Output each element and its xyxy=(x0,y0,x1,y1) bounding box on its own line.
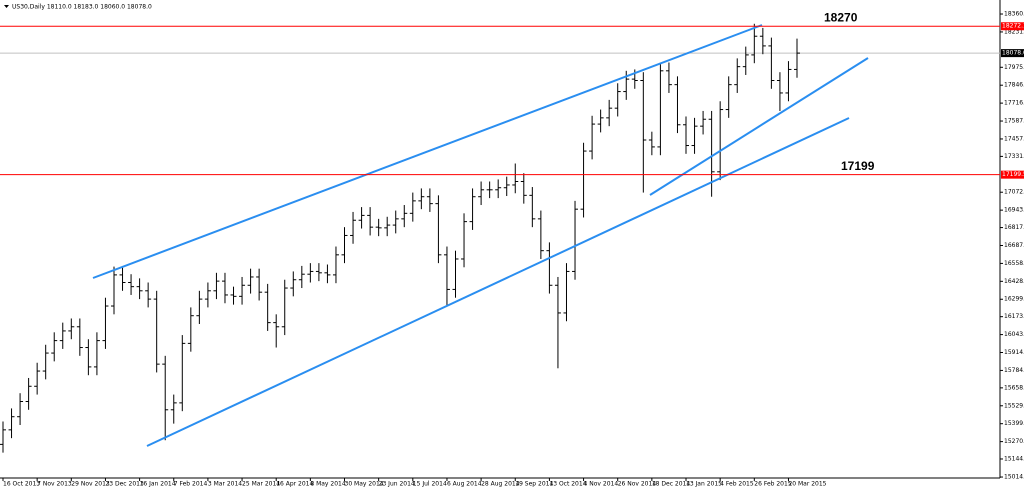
y-tick-label: 15784.5 xyxy=(1004,367,1024,374)
x-tick-label: 4 Nov 2014 xyxy=(584,481,619,488)
bars xyxy=(0,23,800,453)
y-tick-label: 16687.5 xyxy=(1004,242,1024,249)
y-tick-label: 17457.5 xyxy=(1004,135,1024,142)
y-tick-label: 15914.0 xyxy=(1004,349,1024,356)
level-box xyxy=(1001,22,1024,31)
y-tick-label: 15658.5 xyxy=(1004,384,1024,391)
chart-title: US30,Daily 18110.0 18183.0 18060.0 18078… xyxy=(12,4,152,11)
x-tick-label: 13 Jan 2015 xyxy=(686,481,722,488)
x-tick-label: 26 Feb 2015 xyxy=(754,481,792,488)
y-tick-label: 15270.0 xyxy=(1004,438,1024,445)
y-tick-label: 16817.0 xyxy=(1004,224,1024,231)
x-tick-label: 15 Jul 2014 xyxy=(413,481,447,488)
x-tick-label: 4 Feb 2015 xyxy=(720,481,754,488)
level-label: 17199.5 xyxy=(1002,171,1024,178)
trendline xyxy=(649,57,869,196)
y-tick-label: 15399.5 xyxy=(1004,420,1024,427)
x-tick-label: 20 Mar 2015 xyxy=(788,481,826,488)
x-tick-label: 28 Aug 2014 xyxy=(481,481,520,488)
x-tick-label: 23 Jun 2014 xyxy=(379,481,415,488)
x-tick-label: 3 Mar 2014 xyxy=(208,481,242,488)
annotation: 18270 xyxy=(824,10,858,24)
x-tick-label: 30 May 2014 xyxy=(345,481,384,488)
x-tick-label: 25 Mar 2014 xyxy=(242,481,280,488)
y-tick-label: 18360.5 xyxy=(1004,11,1024,18)
x-tick-label: 16 Apr 2014 xyxy=(276,481,313,488)
y-tick-label: 15144.5 xyxy=(1004,455,1024,462)
x-tick-label: 23 Dec 2013 xyxy=(105,481,144,488)
level-box xyxy=(1001,170,1024,179)
y-tick-label: 17716.5 xyxy=(1004,100,1024,107)
trendline xyxy=(146,117,850,447)
x-tick-label: 19 Sep 2014 xyxy=(515,481,553,488)
x-tick-label: 8 May 2014 xyxy=(310,481,345,488)
x-tick-label: 16 Jan 2014 xyxy=(140,481,176,488)
y-tick-label: 17072.5 xyxy=(1004,189,1024,196)
y-tick-label: 17587.0 xyxy=(1004,118,1024,125)
x-tick-label: 6 Aug 2014 xyxy=(447,481,482,488)
last-price-box xyxy=(1001,49,1024,58)
y-tick-label: 16428.5 xyxy=(1004,278,1024,285)
x-tick-label: 18 Dec 2014 xyxy=(652,481,691,488)
annotation: 17199 xyxy=(841,159,875,173)
x-tick-label: 7 Feb 2014 xyxy=(174,481,208,488)
y-tick-label: 17975.5 xyxy=(1004,64,1024,71)
level-label: 18272.1 xyxy=(1002,23,1024,30)
y-tick-label: 17846.0 xyxy=(1004,82,1024,89)
y-tick-label: 15014.0 xyxy=(1004,474,1024,481)
x-tick-label: 16 Oct 2013 xyxy=(3,481,40,488)
y-tick-label: 16299.0 xyxy=(1004,296,1024,303)
y-tick-label: 16558.0 xyxy=(1004,260,1024,267)
y-tick-label: 16043.5 xyxy=(1004,331,1024,338)
last-price-label: 18078.0 xyxy=(1002,50,1024,57)
x-tick-label: 29 Nov 2013 xyxy=(71,481,110,488)
y-tick-label: 16943.0 xyxy=(1004,207,1024,214)
y-tick-label: 17331.5 xyxy=(1004,153,1024,160)
y-tick-label: 18231.0 xyxy=(1004,28,1024,35)
x-tick-label: 26 Nov 2014 xyxy=(618,481,657,488)
x-tick-label: 7 Nov 2013 xyxy=(37,481,72,488)
trendline xyxy=(92,24,763,279)
menu-arrow[interactable] xyxy=(4,5,9,8)
trendlines xyxy=(92,24,869,447)
y-tick-label: 16173.0 xyxy=(1004,313,1024,320)
y-tick-label: 15529.0 xyxy=(1004,402,1024,409)
x-tick-label: 13 Oct 2014 xyxy=(549,481,586,488)
